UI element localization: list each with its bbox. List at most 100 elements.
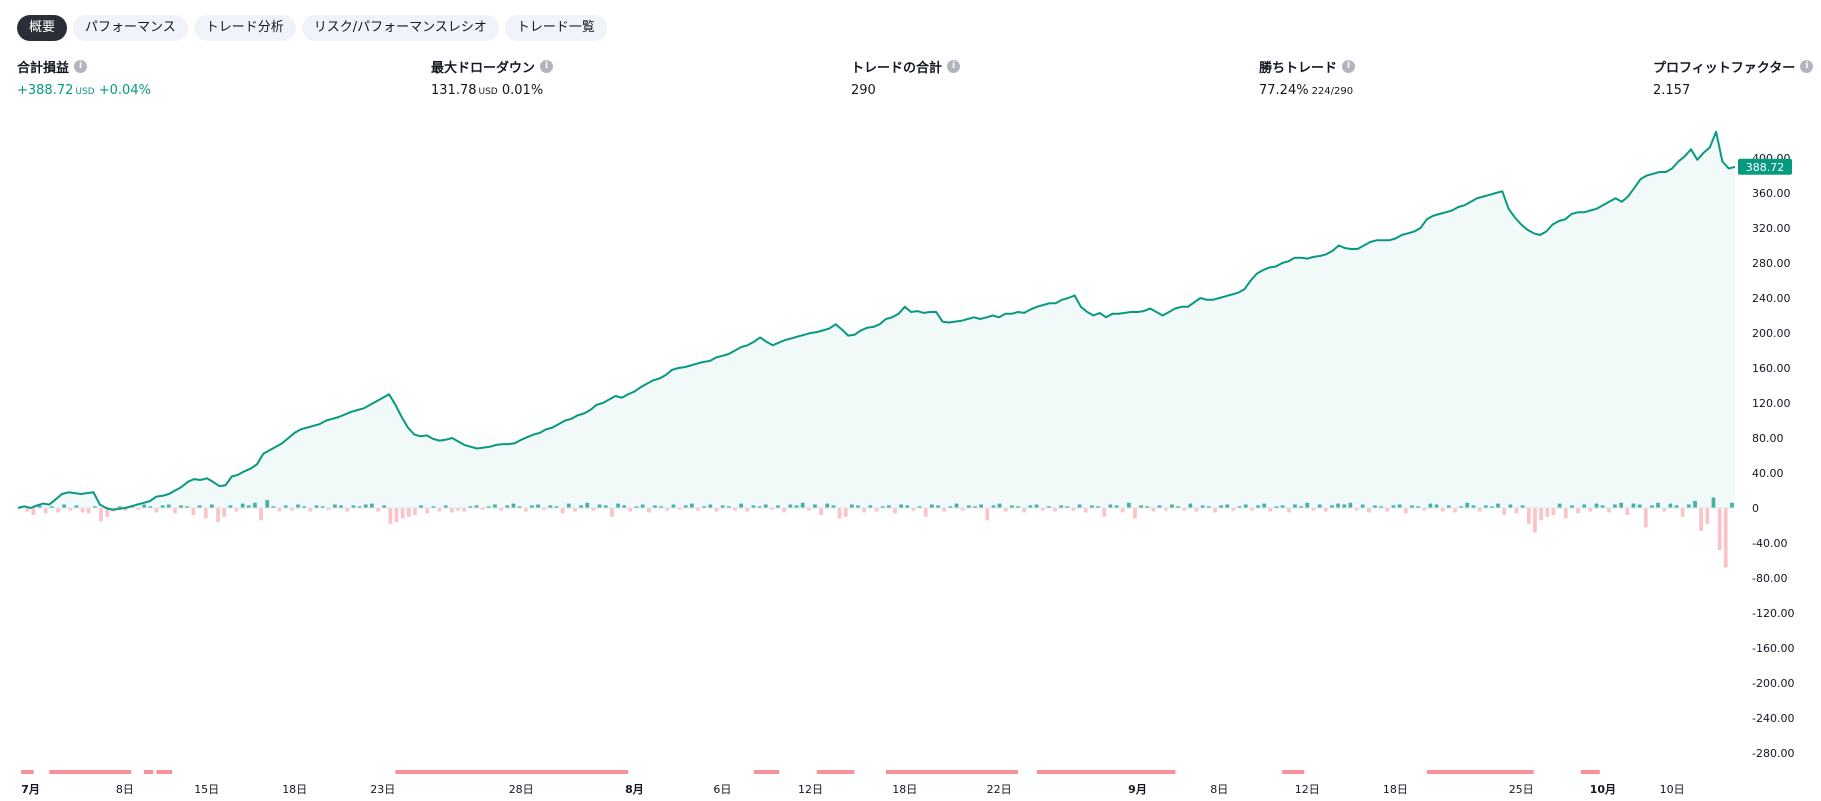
trade-bar-profit (622, 505, 626, 508)
max-drawdown-unit: USD (478, 87, 498, 97)
trade-bar-profit (1090, 505, 1094, 508)
trade-bar-loss (1102, 508, 1107, 517)
trade-bar-profit (1010, 505, 1014, 508)
trade-bar-profit (296, 504, 300, 508)
trade-bar-profit (868, 505, 873, 508)
info-icon[interactable]: i (947, 60, 961, 73)
info-icon[interactable]: i (1800, 60, 1814, 73)
tab-performance[interactable]: パフォーマンス (73, 15, 188, 41)
tab-trade-list[interactable]: トレード一覧 (504, 15, 607, 41)
trade-bar-loss (99, 508, 103, 522)
trade-bar-profit (1243, 504, 1248, 508)
trade-bar-profit (948, 506, 953, 509)
trade-bar-profit (690, 503, 694, 508)
trade-bar-loss (960, 508, 965, 511)
tab-trade-analysis[interactable]: トレード分析 (193, 15, 296, 41)
trade-bar-profit (653, 505, 657, 508)
trade-bar-profit (1600, 505, 1605, 508)
trade-bar-profit (899, 504, 903, 508)
y-tick-label: -160.00 (1752, 642, 1794, 655)
info-icon[interactable]: i (74, 60, 88, 73)
net-profit-value: +388.72 (17, 83, 74, 98)
x-tick-label: 12日 (798, 783, 823, 796)
x-tick-label: 28日 (509, 783, 534, 796)
y-tick-label: 200.00 (1752, 327, 1791, 340)
trade-bar-loss (394, 508, 399, 522)
trade-bar-profit (50, 506, 54, 509)
trade-bar-profit (1047, 506, 1051, 509)
trade-bar-profit (751, 505, 756, 508)
trade-bar-profit (1613, 504, 1617, 508)
trade-bar-profit (320, 506, 325, 509)
tab-risk-ratios[interactable]: リスク/パフォーマンスレシオ (301, 15, 499, 41)
trade-bar-loss (1231, 508, 1236, 511)
trade-bar-profit (1207, 506, 1211, 509)
metric-total-trades: トレードの合計 i 290 (851, 57, 961, 98)
trade-bar-profit (671, 504, 676, 508)
trade-bar-profit (302, 506, 306, 509)
drawdown-period (1426, 770, 1534, 774)
trade-bar-loss (1268, 508, 1273, 512)
x-tick-label: 12日 (1295, 783, 1320, 796)
net-profit-pct: +0.04% (98, 83, 151, 98)
trade-bar-loss (647, 508, 651, 513)
trade-bar-loss (1323, 508, 1328, 512)
info-icon[interactable]: i (540, 60, 554, 73)
trade-bar-profit (1619, 502, 1623, 509)
trade-bar-loss (1705, 508, 1710, 524)
trade-bar-loss (1151, 508, 1156, 512)
trade-bar-profit (936, 505, 940, 508)
metric-winning-trades: 勝ちトレード i 77.24% 224/290 (1259, 57, 1356, 98)
trade-bar-profit (382, 505, 386, 508)
trade-bar-loss (745, 508, 750, 512)
trade-bar-profit (419, 505, 423, 508)
trade-bar-profit (683, 505, 688, 508)
trade-bar-profit (1656, 502, 1660, 509)
trade-bar-loss (843, 508, 848, 517)
trade-bar-profit (850, 504, 854, 508)
trade-bar-loss (1367, 508, 1371, 513)
trade-bar-loss (216, 508, 220, 522)
trade-bar-profit (1262, 503, 1267, 508)
trade-bar-profit (1379, 506, 1383, 509)
trade-bar-profit (1391, 505, 1396, 508)
trade-bar-profit (468, 506, 473, 509)
y-tick-label: 360.00 (1752, 187, 1791, 200)
info-icon[interactable]: i (1342, 60, 1356, 73)
trade-bar-profit (505, 505, 510, 508)
trade-bar-profit (585, 502, 590, 509)
trade-bar-loss (450, 508, 454, 513)
trade-bar-loss (1083, 508, 1088, 513)
trade-bar-loss (425, 508, 430, 514)
trade-bar-profit (351, 505, 356, 508)
trade-bar-loss (462, 508, 466, 512)
tab-overview[interactable]: 概要 (17, 15, 68, 41)
drawdown-period (49, 770, 132, 774)
y-tick-label: -40.00 (1752, 537, 1787, 550)
trade-bar-loss (1662, 508, 1667, 512)
trade-bar-profit (1139, 505, 1143, 508)
trade-bar-loss (25, 508, 30, 512)
trade-bar-profit (794, 505, 799, 508)
trade-bar-profit (1200, 505, 1205, 508)
trade-bar-profit (566, 503, 571, 508)
trade-bar-profit (1157, 505, 1162, 508)
trade-bar-profit (486, 506, 491, 509)
trade-bar-profit (1360, 504, 1365, 508)
trade-bar-loss (290, 508, 294, 511)
trade-bar-profit (74, 505, 79, 508)
x-tick-label: 23日 (370, 783, 395, 796)
trade-bar-loss (807, 508, 811, 511)
trade-bar-profit (1637, 504, 1642, 508)
trade-bar-profit (443, 505, 448, 508)
metric-profit-factor: プロフィットファクター i 2.157 (1653, 57, 1814, 98)
trade-bar-loss (191, 508, 196, 515)
y-tick-label: -280.00 (1752, 747, 1794, 760)
trade-bar-loss (1003, 508, 1008, 512)
trade-bar-profit (1127, 502, 1131, 509)
trade-bar-profit (1520, 505, 1525, 508)
trade-bar-profit (1416, 506, 1420, 509)
trade-bar-profit (800, 502, 805, 509)
trade-bar-loss (1250, 508, 1254, 511)
